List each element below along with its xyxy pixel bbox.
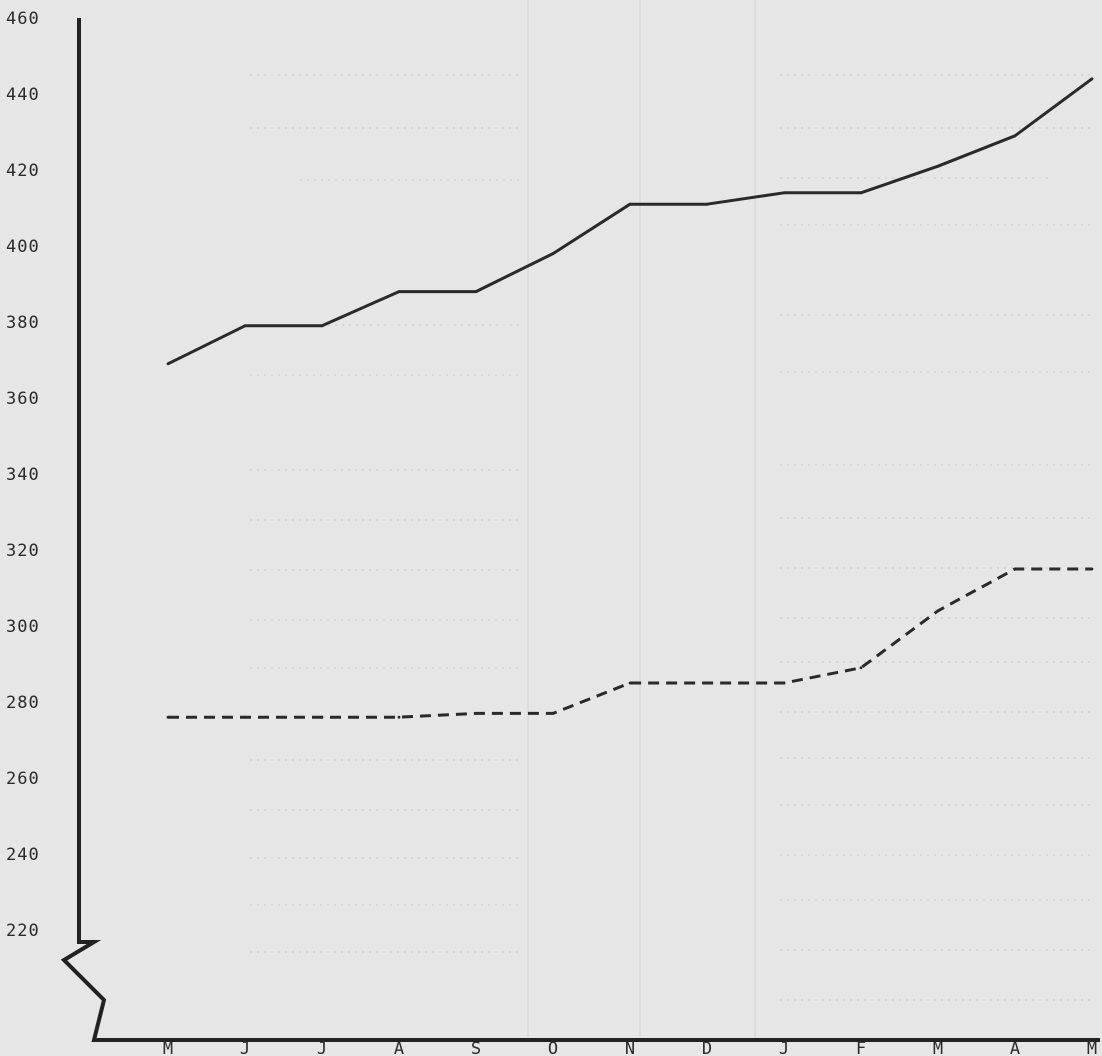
y-tick-label: 460: [6, 9, 40, 29]
data-point-dashed: [474, 712, 478, 715]
x-tick-label: F: [856, 1039, 866, 1056]
data-point-solid: [859, 191, 863, 195]
data-point-solid: [1013, 134, 1017, 138]
x-tick-label: J: [317, 1039, 327, 1056]
data-point-dashed: [320, 715, 324, 719]
x-tick-label: A: [1010, 1039, 1020, 1056]
data-point-solid: [628, 202, 632, 206]
x-tick-label: M: [933, 1039, 943, 1056]
y-tick-label: 220: [6, 921, 40, 941]
y-tick-label: 380: [6, 313, 40, 333]
data-point-solid: [243, 324, 247, 328]
data-point-solid: [782, 191, 786, 195]
bleed-through-background: [250, 0, 1090, 1040]
y-tick-label: 360: [6, 389, 40, 409]
x-tick-label: J: [779, 1039, 789, 1056]
y-tick-label: 420: [6, 161, 40, 181]
x-tick-label: N: [625, 1039, 635, 1056]
x-tick-label: M: [1087, 1039, 1097, 1056]
data-point-dashed: [397, 715, 401, 719]
data-point-dashed: [1013, 567, 1017, 571]
y-tick-label: 260: [6, 769, 40, 789]
data-point-solid: [1090, 77, 1094, 81]
data-point-solid: [166, 362, 170, 366]
x-tick-label: O: [548, 1039, 558, 1056]
y-axis-ticks: 460 440 420 400 380 360 340 320 300 280 260 240 220: [6, 9, 40, 941]
data-point-dashed: [166, 715, 170, 719]
y-tick-label: 240: [6, 845, 40, 865]
data-point-dashed: [705, 681, 709, 685]
data-point-dashed: [243, 715, 247, 719]
data-point-dashed: [1090, 567, 1094, 571]
data-point-dashed: [551, 712, 555, 715]
data-point-dashed: [936, 609, 940, 613]
x-tick-label: D: [702, 1039, 712, 1056]
y-tick-label: 320: [6, 541, 40, 561]
x-tick-label: J: [240, 1039, 250, 1056]
data-point-solid: [320, 324, 324, 328]
y-tick-label: 300: [6, 617, 40, 637]
y-tick-label: 400: [6, 237, 40, 257]
data-point-dashed: [628, 681, 632, 685]
data-point-dashed: [859, 666, 863, 670]
data-point-solid: [551, 252, 555, 256]
y-tick-label: 440: [6, 85, 40, 105]
y-tick-label: 280: [6, 693, 40, 713]
data-point-solid: [705, 202, 709, 206]
x-tick-label: A: [394, 1039, 404, 1056]
data-point-solid: [936, 164, 940, 168]
y-tick-label: 340: [6, 465, 40, 485]
series-layer: [166, 77, 1094, 719]
data-point-solid: [474, 290, 478, 293]
x-tick-label: S: [471, 1039, 481, 1056]
x-tick-label: M: [163, 1039, 173, 1056]
data-point-dashed: [782, 681, 786, 685]
data-point-solid: [397, 290, 401, 293]
axes-line: [60, 18, 1100, 1042]
